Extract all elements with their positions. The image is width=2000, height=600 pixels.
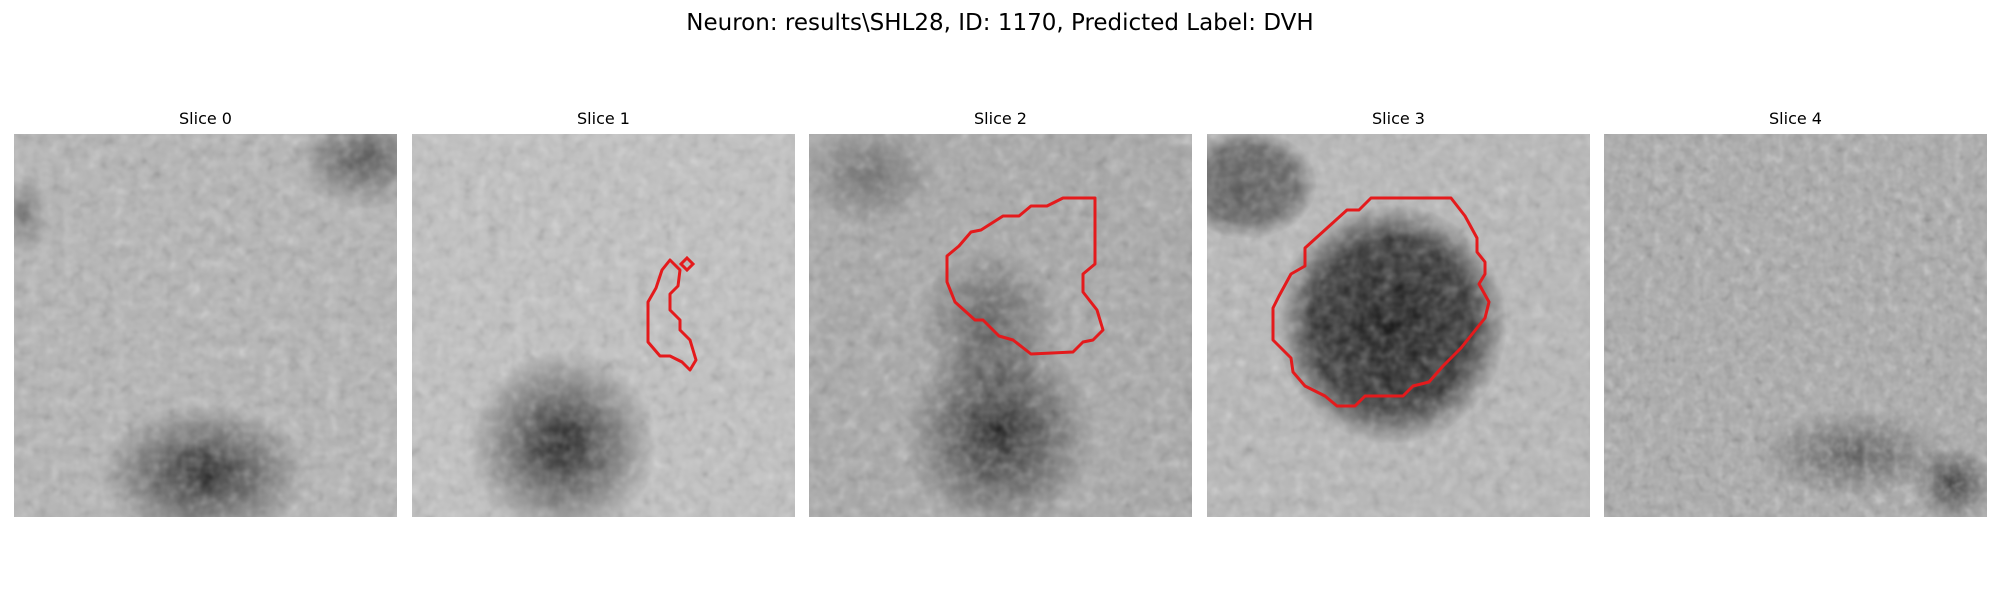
- neuron-contour: [1271, 196, 1491, 408]
- slice-image: [1207, 134, 1590, 517]
- figure-title: Neuron: results\SHL28, ID: 1170, Predict…: [686, 10, 1314, 36]
- slice-title: Slice 4: [1769, 109, 1822, 128]
- slice-title: Slice 1: [577, 109, 630, 128]
- neuron-contour: [678, 255, 696, 273]
- slice-panel-2: Slice 2: [809, 108, 1192, 519]
- slice-panel-0: Slice 0: [14, 108, 397, 519]
- slice-title: Slice 0: [179, 109, 232, 128]
- slice-image: [412, 134, 795, 517]
- slice-panel-3: Slice 3: [1207, 108, 1590, 519]
- slice-panel-4: Slice 4: [1604, 108, 1987, 519]
- neuron-contour: [945, 196, 1105, 356]
- slice-title: Slice 2: [974, 109, 1027, 128]
- neuron-contour: [646, 258, 698, 372]
- slice-image: [14, 134, 397, 517]
- slice-image: [1604, 134, 1987, 517]
- slice-panel-1: Slice 1: [412, 108, 795, 519]
- slice-title: Slice 3: [1372, 109, 1425, 128]
- slice-image: [809, 134, 1192, 517]
